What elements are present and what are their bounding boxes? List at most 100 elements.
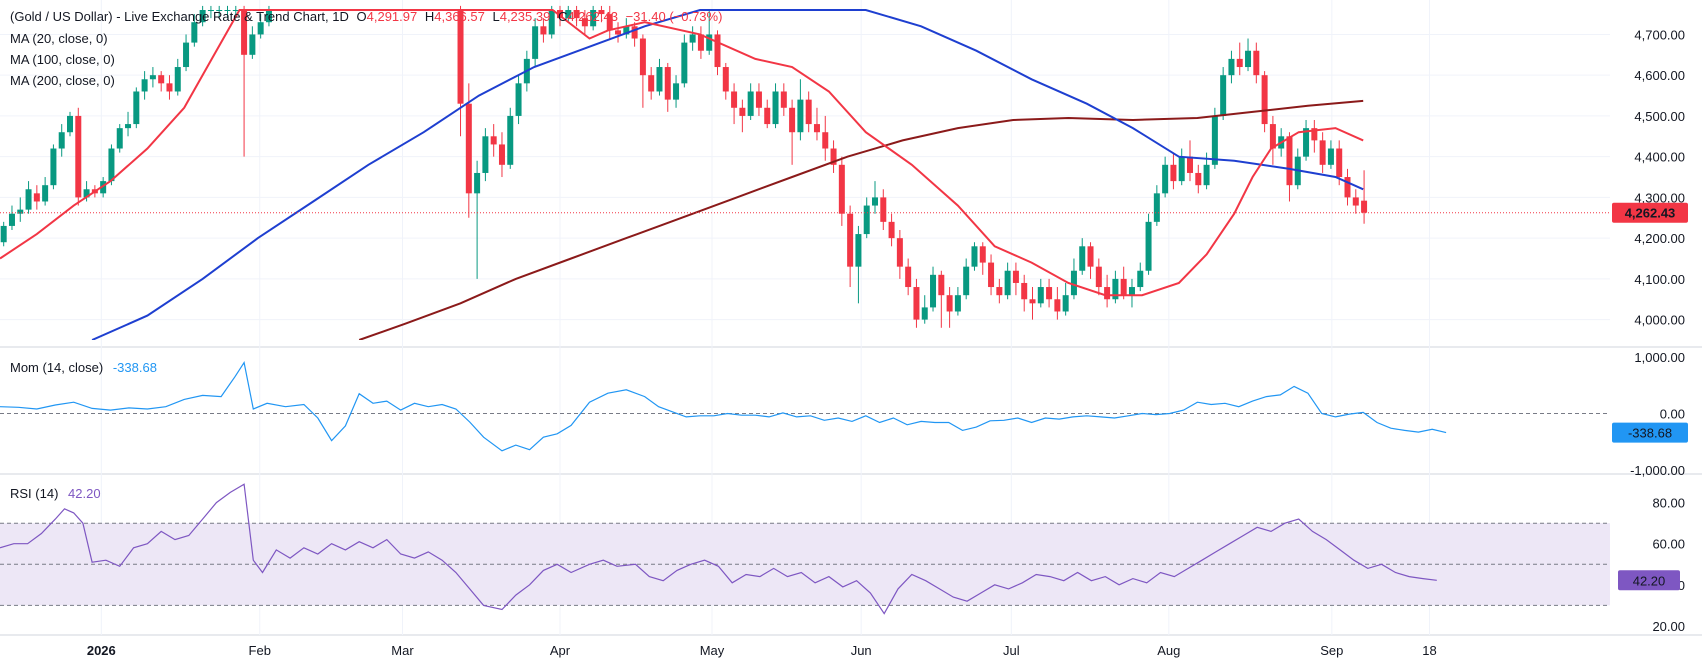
candle-up: [1004, 270, 1011, 296]
x-tick-label: May: [700, 643, 725, 658]
candle-down: [996, 287, 1003, 296]
candle-down: [540, 26, 547, 35]
candle-up: [515, 83, 522, 116]
price-tick-label: 4,700.00: [1634, 27, 1685, 42]
candle-up: [207, 10, 214, 11]
candle-down: [979, 246, 986, 263]
candle-down: [880, 197, 887, 222]
rsi-badge: [1618, 570, 1680, 591]
x-tick-label: Jun: [851, 643, 872, 658]
candle-down: [1344, 177, 1351, 198]
candle-down: [813, 124, 820, 133]
ma100-line: [91, 9, 1364, 340]
candle-down: [241, 10, 248, 55]
candle-down: [75, 115, 82, 198]
mom-legend[interactable]: Mom (14, close) -338.68: [10, 360, 157, 375]
candle-up: [183, 42, 190, 68]
candle-down: [1236, 58, 1243, 68]
mom-line: [0, 361, 1447, 452]
candle-up: [50, 148, 57, 186]
candle-up: [971, 246, 978, 267]
candle-down: [731, 91, 738, 108]
candle-down: [1269, 124, 1276, 149]
rsi-badge-label: 42.20: [1633, 573, 1666, 588]
candle-down: [1012, 270, 1019, 283]
rsi-legend[interactable]: RSI (14) 42.20: [10, 486, 101, 501]
candle-up: [772, 91, 779, 125]
candle-down: [490, 136, 497, 145]
candle-down: [913, 287, 920, 320]
candle-down: [896, 238, 903, 267]
candle-down: [830, 148, 837, 165]
candle-up: [1211, 115, 1218, 165]
candle-up: [706, 34, 713, 51]
candle-up: [1303, 128, 1310, 157]
price-tick-label: 4,500.00: [1634, 109, 1685, 124]
candle-up: [25, 189, 32, 210]
x-tick-label: Feb: [249, 643, 271, 658]
candle-up: [747, 91, 754, 116]
ohlc-l-label: L: [492, 9, 500, 24]
candle-down: [822, 132, 829, 149]
candle-down: [988, 262, 995, 288]
candle-down: [1187, 156, 1193, 173]
ohlc-c-label: C: [557, 9, 568, 24]
candle-down: [1029, 299, 1036, 304]
ma20-line: [0, 9, 1364, 297]
candle-up: [1178, 156, 1185, 182]
candle-down: [1046, 287, 1053, 300]
ohlc-c-value: 4,262.43: [567, 9, 618, 24]
ma20-legend[interactable]: MA (20, close, 0): [10, 31, 108, 46]
price-tick-label: 4,200.00: [1634, 231, 1685, 246]
candle-up: [565, 10, 572, 19]
price-pane: [0, 5, 1368, 340]
candle-down: [33, 193, 40, 202]
x-tick-label: 18: [1422, 643, 1436, 658]
candle-up: [58, 132, 65, 149]
mom-legend-label: Mom (14, close): [10, 360, 104, 375]
candle-up: [1070, 270, 1077, 296]
candle-down: [1261, 75, 1268, 125]
candle-down: [1170, 164, 1177, 182]
price-tick-label: 4,100.00: [1634, 272, 1685, 287]
ohlc-l-value: 4,235.39: [499, 9, 551, 24]
candle-down: [1104, 287, 1111, 300]
candle-up: [1220, 75, 1227, 116]
candle-down: [1311, 128, 1318, 141]
candle-up: [623, 26, 630, 35]
candle-down: [1361, 200, 1368, 213]
mom-tick-label: 1,000.00: [1634, 350, 1685, 365]
candle-down: [888, 221, 895, 239]
candle-down: [1021, 282, 1028, 300]
mom-legend-value: -338.68: [112, 360, 157, 375]
ma200-line: [358, 99, 1364, 340]
candle-up: [141, 79, 148, 92]
rsi-tick-label: 80.00: [1652, 496, 1685, 511]
candle-up: [863, 205, 870, 235]
ma100-legend[interactable]: MA (100, close, 0): [10, 52, 115, 67]
candle-down: [664, 67, 671, 100]
candle-down: [780, 91, 787, 108]
candle-up: [17, 209, 24, 214]
candle-up: [855, 234, 862, 267]
candle-down: [1087, 246, 1094, 267]
candle-up: [100, 181, 107, 194]
candle-down: [1286, 136, 1293, 186]
candle-up: [108, 148, 115, 182]
ohlc-h-value: 4,366.57: [434, 9, 485, 24]
candle-up: [474, 172, 481, 194]
ma200-legend[interactable]: MA (200, close, 0): [10, 73, 115, 88]
candle-up: [590, 10, 597, 27]
candle-down: [1095, 266, 1102, 288]
candle-down: [739, 107, 746, 116]
chart-title: (Gold / US Dollar) - Live Exchange Rate …: [10, 9, 349, 24]
x-tick-label: Mar: [391, 643, 414, 658]
candle-up: [1145, 221, 1152, 271]
candle-down: [1336, 148, 1343, 178]
candle-up: [930, 274, 937, 308]
candle-up: [1137, 270, 1144, 288]
candle-up: [1228, 58, 1235, 76]
candle-down: [166, 83, 173, 92]
candle-down: [606, 14, 613, 31]
